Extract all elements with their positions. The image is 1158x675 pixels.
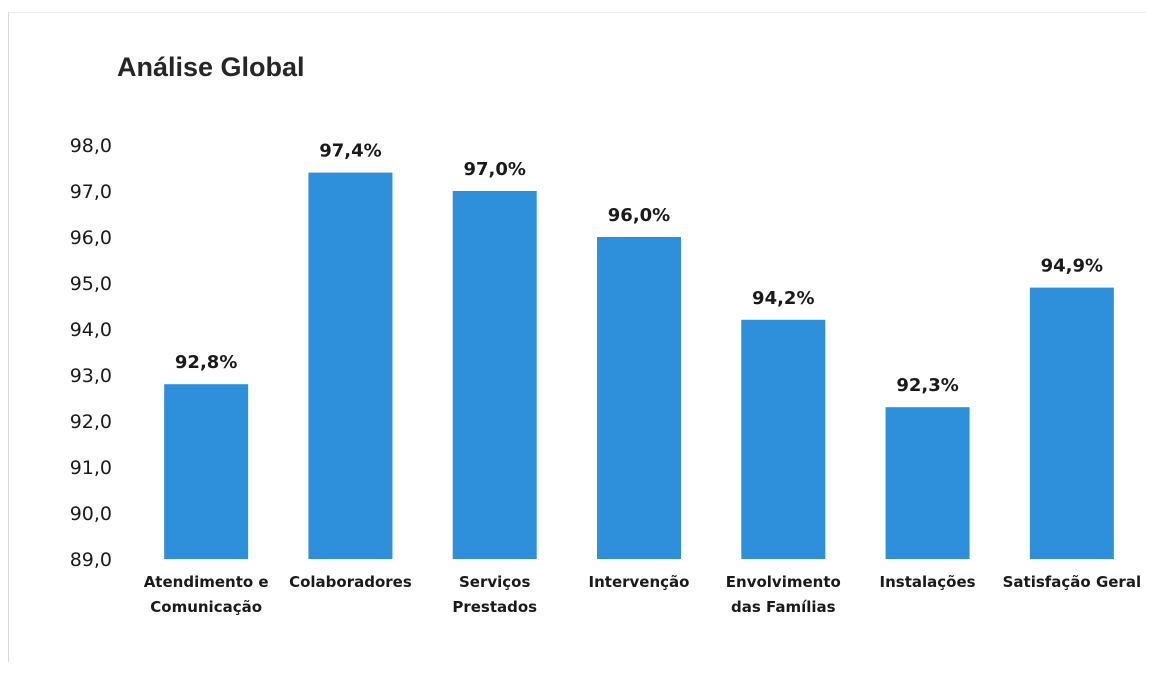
x-tick-label: Atendimento e xyxy=(144,573,269,591)
x-tick-label: Envolvimento xyxy=(726,573,841,591)
bar xyxy=(597,237,681,559)
data-label: 97,4% xyxy=(319,141,381,162)
x-tick-label: Serviços xyxy=(459,573,530,591)
y-tick-label: 89,0 xyxy=(70,549,112,571)
x-tick-label: Prestados xyxy=(452,598,537,616)
data-label: 97,0% xyxy=(463,159,525,180)
bar xyxy=(452,191,537,559)
x-tick-label: Instalações xyxy=(880,573,976,591)
bar xyxy=(741,319,826,559)
x-tick-label: Comunicação xyxy=(150,598,262,616)
bar xyxy=(308,172,393,559)
chart-title: Análise Global xyxy=(117,52,305,82)
y-tick-label: 97,0 xyxy=(70,181,112,203)
bar xyxy=(885,407,970,559)
y-tick-label: 93,0 xyxy=(70,365,112,387)
chart-frame xyxy=(8,12,1146,662)
data-label: 92,8% xyxy=(175,352,237,373)
y-tick-label: 98,0 xyxy=(70,135,112,157)
x-tick-label: Satisfação Geral xyxy=(1003,573,1142,591)
data-label: 94,9% xyxy=(1041,256,1103,277)
y-tick-label: 94,0 xyxy=(70,319,112,341)
x-tick-label: Colaboradores xyxy=(289,573,412,591)
y-tick-label: 90,0 xyxy=(70,503,112,525)
data-label: 92,3% xyxy=(896,375,958,396)
x-tick-label: Intervenção xyxy=(589,573,690,591)
x-tick-label: das Famílias xyxy=(731,598,836,616)
bar xyxy=(164,384,249,559)
y-tick-label: 96,0 xyxy=(70,227,112,249)
y-tick-label: 91,0 xyxy=(70,457,112,479)
y-tick-label: 95,0 xyxy=(70,273,112,295)
y-tick-label: 92,0 xyxy=(70,411,112,433)
data-label: 94,2% xyxy=(752,288,814,309)
bar xyxy=(1029,287,1114,559)
data-label: 96,0% xyxy=(608,205,670,226)
